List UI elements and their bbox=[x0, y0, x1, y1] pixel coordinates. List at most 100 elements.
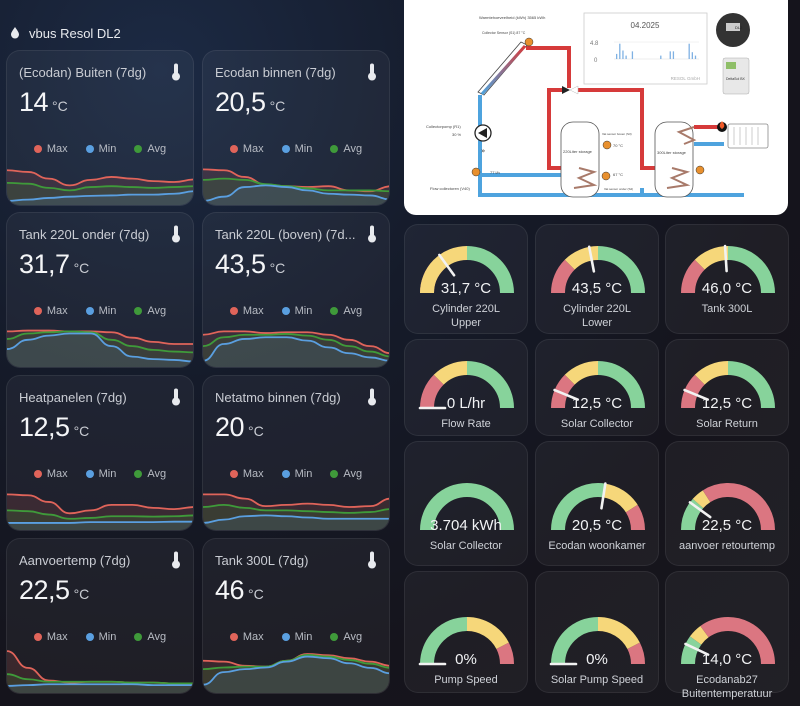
sparkline-area-max bbox=[7, 170, 193, 205]
legend-max[interactable]: Max bbox=[229, 305, 264, 317]
sensor-card[interactable]: Netatmo binnen (7dg) 20 °C Max Min Avg bbox=[202, 375, 390, 531]
sensor-card[interactable]: (Ecodan) Buiten (7dg) 14 °C Max Min Avg bbox=[6, 50, 194, 206]
gauge-card[interactable]: 43,5 °C Cylinder 220L Lower bbox=[535, 224, 659, 334]
gauge-segment-red bbox=[627, 642, 645, 665]
gauge-card[interactable]: 3.704 kWh Solar Collector bbox=[404, 441, 528, 566]
sensor-card-title: Tank 220L onder (7dg) bbox=[19, 227, 150, 242]
collector-pump-pct: 30 % bbox=[452, 132, 462, 137]
chart-bar bbox=[616, 53, 618, 59]
sensor-top-label: Vat sensor boven (S3) bbox=[602, 132, 632, 136]
gauge-card[interactable]: 0% Pump Speed bbox=[404, 571, 528, 693]
gauge-arc bbox=[681, 361, 775, 409]
legend-max[interactable]: Max bbox=[33, 305, 68, 317]
gauge-label-line2: Buitentemperatuur bbox=[681, 688, 773, 700]
chart-brand-label: RESOL GmbH bbox=[671, 76, 700, 81]
sensor-card[interactable]: Tank 220L (boven) (7d... 43,5 °C Max Min Avg bbox=[202, 212, 390, 368]
legend-min[interactable]: Min bbox=[85, 143, 116, 155]
gauge-arc bbox=[681, 244, 775, 294]
sensor-card[interactable]: Tank 220L onder (7dg) 31,7 °C Max Min Avg bbox=[6, 212, 194, 368]
sensor-card-title: (Ecodan) Buiten (7dg) bbox=[19, 65, 147, 80]
solar-system-diagram[interactable]: » Warmtehoeveelheid (kWh) 3565 kWh Colle… bbox=[404, 0, 788, 215]
gauge-card[interactable]: 46,0 °C Tank 300L bbox=[665, 224, 789, 334]
gauge-card[interactable]: 0 L/hr Flow Rate bbox=[404, 339, 528, 436]
gauge-segment-yellow bbox=[692, 490, 711, 509]
legend-avg[interactable]: Avg bbox=[134, 305, 166, 317]
legend-min[interactable]: Min bbox=[281, 305, 312, 317]
legend-min[interactable]: Min bbox=[85, 631, 116, 643]
gauge-card[interactable]: 14,0 °C Ecodanab27 Buitentemperatuur bbox=[665, 571, 789, 700]
gauge-needle bbox=[683, 388, 709, 401]
history-sparkline bbox=[7, 650, 193, 693]
sensor-value-row: 43,5 °C bbox=[215, 249, 285, 280]
gauge-label: Tank 300L bbox=[668, 302, 786, 316]
diagram-svg: » Warmtehoeveelheid (kWh) 3565 kWh Colle… bbox=[426, 12, 769, 198]
sensor-value: 43,5 bbox=[215, 249, 266, 279]
gauge-card[interactable]: 22,5 °C aanvoer retourtemp bbox=[665, 441, 789, 566]
sensor-card[interactable]: Heatpanelen (7dg) 12,5 °C Max Min Avg bbox=[6, 375, 194, 531]
gauge-card[interactable]: 31,7 °C Cylinder 220L Upper bbox=[404, 224, 528, 334]
gauge-segment-red bbox=[702, 483, 775, 531]
legend-min[interactable]: Min bbox=[85, 468, 116, 480]
legend-min[interactable]: Min bbox=[281, 143, 312, 155]
legend-min[interactable]: Min bbox=[281, 468, 312, 480]
chart-bar bbox=[688, 43, 690, 59]
legend-avg[interactable]: Avg bbox=[134, 143, 166, 155]
chart-bar bbox=[625, 55, 627, 59]
sparkline-area-min bbox=[7, 333, 193, 367]
gauge-card[interactable]: 20,5 °C Ecodan woonkamer bbox=[535, 441, 659, 566]
sparkline-area-min bbox=[203, 656, 389, 693]
legend-avg[interactable]: Avg bbox=[330, 305, 362, 317]
legend-avg[interactable]: Avg bbox=[330, 468, 362, 480]
sensor-card-title: Aanvoertemp (7dg) bbox=[19, 553, 131, 568]
chart-legend: Max Min Avg bbox=[203, 305, 389, 317]
collector-sensor-label: Collector Sensor (S1) 87 °C bbox=[482, 31, 526, 35]
gauge-value: 43,5 °C bbox=[571, 280, 623, 297]
legend-avg[interactable]: Avg bbox=[330, 631, 362, 643]
legend-min[interactable]: Min bbox=[281, 631, 312, 643]
three-way-valve-icon bbox=[562, 86, 570, 94]
sparkline-min bbox=[7, 520, 193, 524]
legend-max[interactable]: Max bbox=[33, 468, 68, 480]
gauge-card[interactable]: 0% Solar Pump Speed bbox=[535, 571, 659, 693]
sparkline-area-min bbox=[7, 684, 193, 693]
sensor-bottom-label: Vat sensor onder (S2) bbox=[604, 187, 633, 191]
gauge-segment-yellow bbox=[564, 246, 599, 270]
legend-max[interactable]: Max bbox=[33, 143, 68, 155]
gauge-card[interactable]: 12,5 °C Solar Return bbox=[665, 339, 789, 436]
chart-legend: Max Min Avg bbox=[203, 631, 389, 643]
legend-max[interactable]: Max bbox=[229, 468, 264, 480]
gauge-needle bbox=[438, 253, 456, 277]
flow-collector-label: Flow collectoren (V40) bbox=[430, 186, 470, 191]
gauge-label-line1: aanvoer retourtemp bbox=[679, 540, 775, 552]
sensor-card[interactable]: Aanvoertemp (7dg) 22,5 °C Max Min Avg bbox=[6, 538, 194, 694]
sparkline-area-avg bbox=[203, 654, 389, 693]
legend-max[interactable]: Max bbox=[229, 143, 264, 155]
gauge-arc bbox=[551, 361, 645, 409]
legend-avg[interactable]: Avg bbox=[134, 468, 166, 480]
gauge-label-line1: Ecodanab27 bbox=[696, 674, 758, 686]
sparkline-avg bbox=[7, 181, 193, 192]
sensor-card[interactable]: Tank 300L (7dg) 46 °C Max Min Avg bbox=[202, 538, 390, 694]
legend-avg[interactable]: Avg bbox=[330, 143, 362, 155]
sparkline-area-avg bbox=[203, 178, 389, 205]
sensor-card[interactable]: Ecodan binnen (7dg) 20,5 °C Max Min Avg bbox=[202, 50, 390, 206]
chart-ymin: 0 bbox=[594, 58, 598, 64]
sensor-unit: °C bbox=[52, 98, 68, 114]
sensor-card-title: Tank 220L (boven) (7d... bbox=[215, 227, 356, 242]
storage-300-label: 300Liter storage bbox=[657, 150, 687, 155]
sparkline-min bbox=[203, 655, 389, 686]
sparkline-min bbox=[203, 336, 389, 362]
sensor-card-title: Ecodan binnen (7dg) bbox=[215, 65, 336, 80]
gauge-arc bbox=[420, 483, 514, 531]
collector-pump-label: Collectorpomp (R1) bbox=[426, 124, 461, 129]
legend-min[interactable]: Min bbox=[85, 305, 116, 317]
gauge-segment-green bbox=[597, 361, 645, 409]
sparkline-avg bbox=[203, 177, 389, 193]
gauge-card[interactable]: 12,5 °C Solar Collector bbox=[535, 339, 659, 436]
sensor-value: 14 bbox=[19, 87, 49, 117]
legend-avg[interactable]: Avg bbox=[134, 631, 166, 643]
legend-max[interactable]: Max bbox=[229, 631, 264, 643]
legend-max[interactable]: Max bbox=[33, 631, 68, 643]
gauge-label: aanvoer retourtemp bbox=[668, 539, 786, 553]
sparkline-avg bbox=[203, 333, 389, 358]
